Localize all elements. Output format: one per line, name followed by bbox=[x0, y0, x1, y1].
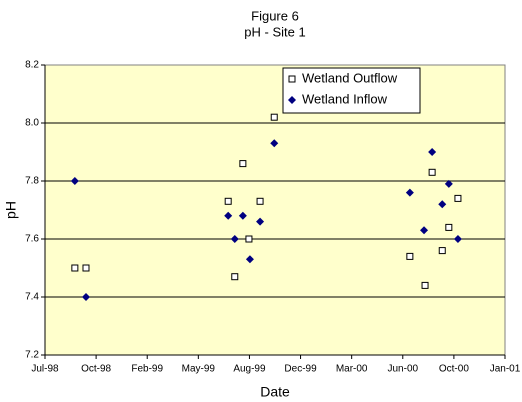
x-tick-label: Mar-00 bbox=[336, 364, 368, 375]
x-tick-label: Jul-98 bbox=[31, 364, 59, 375]
point bbox=[420, 226, 429, 235]
y-tick-label: 7.8 bbox=[25, 176, 39, 187]
y-tick-label: 8.2 bbox=[25, 60, 39, 71]
point bbox=[453, 235, 462, 243]
y-tick-label: 8.0 bbox=[25, 118, 39, 129]
point bbox=[270, 113, 278, 121]
chart-subtitle: pH - Site 1 bbox=[244, 24, 305, 39]
point bbox=[406, 252, 414, 260]
chart-title: Figure 6 bbox=[251, 8, 299, 23]
point bbox=[71, 264, 79, 272]
point bbox=[239, 160, 247, 168]
point bbox=[81, 293, 90, 301]
point bbox=[454, 194, 462, 202]
point bbox=[256, 197, 264, 205]
point bbox=[230, 235, 239, 243]
point bbox=[428, 148, 437, 156]
point bbox=[224, 211, 233, 220]
x-tick-label: Oct-00 bbox=[439, 364, 469, 375]
point bbox=[405, 188, 414, 197]
legend-label: Wetland Inflow bbox=[302, 91, 388, 106]
legend bbox=[282, 67, 421, 114]
point bbox=[438, 247, 446, 255]
point bbox=[238, 211, 247, 220]
y-tick-label: 7.2 bbox=[25, 350, 39, 361]
y-tick-label: 7.4 bbox=[25, 292, 39, 303]
x-tick-label: Feb-99 bbox=[131, 364, 163, 375]
point bbox=[256, 217, 265, 226]
x-tick-label: Oct-98 bbox=[81, 364, 111, 375]
legend-marker bbox=[288, 96, 296, 104]
point bbox=[231, 273, 239, 281]
x-tick-label: Dec-99 bbox=[284, 364, 317, 375]
point bbox=[444, 179, 453, 188]
x-axis-title: Date bbox=[260, 384, 290, 400]
x-tick-label: Aug-99 bbox=[233, 364, 266, 375]
legend-label: Wetland Outflow bbox=[302, 70, 398, 85]
point bbox=[245, 235, 253, 243]
point bbox=[270, 139, 279, 148]
y-tick-label: 7.6 bbox=[25, 234, 39, 245]
point bbox=[445, 223, 453, 231]
x-tick-label: Jun-00 bbox=[387, 364, 418, 375]
point bbox=[82, 264, 90, 272]
point bbox=[421, 281, 429, 289]
plot-area bbox=[44, 64, 506, 356]
point bbox=[70, 177, 79, 185]
point bbox=[438, 200, 447, 209]
legend-marker bbox=[288, 75, 296, 83]
x-tick-label: May-99 bbox=[182, 364, 216, 375]
y-axis-title: pH bbox=[3, 201, 19, 219]
x-tick-label: Jan-01 bbox=[490, 364, 521, 375]
point bbox=[245, 255, 254, 264]
point bbox=[428, 168, 436, 176]
point bbox=[224, 197, 232, 205]
